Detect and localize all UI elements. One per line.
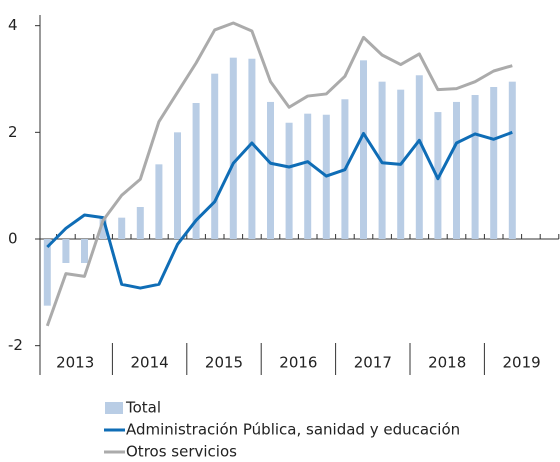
- bar: [304, 113, 312, 239]
- legend-swatch: [105, 402, 123, 414]
- x-tick-label: 2017: [354, 354, 392, 372]
- bar: [43, 239, 51, 306]
- bar: [81, 239, 88, 263]
- bar: [192, 103, 200, 239]
- legend-label: Administración Pública, sanidad y educac…: [126, 421, 460, 439]
- bar: [99, 217, 107, 239]
- y-tick-label: 0: [8, 230, 18, 248]
- bar: [490, 87, 498, 239]
- bar: [155, 164, 163, 239]
- bar: [211, 73, 219, 240]
- bar: [415, 75, 423, 240]
- x-tick-label: 2013: [56, 354, 94, 372]
- bar: [453, 101, 460, 239]
- x-tick-label: 2014: [131, 354, 169, 372]
- legend-label: Otros servicios: [126, 443, 237, 461]
- bar: [118, 217, 126, 239]
- x-tick-label: 2015: [205, 354, 243, 372]
- bar: [360, 60, 367, 240]
- x-tick-label: 2016: [279, 354, 317, 372]
- bar: [248, 58, 256, 239]
- bar: [174, 132, 181, 239]
- line: [46, 130, 513, 290]
- bar: [471, 95, 479, 239]
- legend-label: Total: [125, 399, 161, 417]
- bar: [136, 207, 144, 239]
- bar: [62, 239, 70, 263]
- y-tick-label: 2: [8, 123, 18, 141]
- line: [45, 21, 513, 327]
- y-tick-label: -2: [8, 336, 23, 354]
- y-tick-label: 4: [8, 16, 18, 34]
- x-tick-label: 2018: [428, 354, 466, 372]
- bar: [285, 122, 293, 239]
- x-tick-label: 2019: [503, 354, 541, 372]
- bar: [229, 57, 237, 239]
- bar: [267, 101, 274, 239]
- bar: [508, 81, 516, 240]
